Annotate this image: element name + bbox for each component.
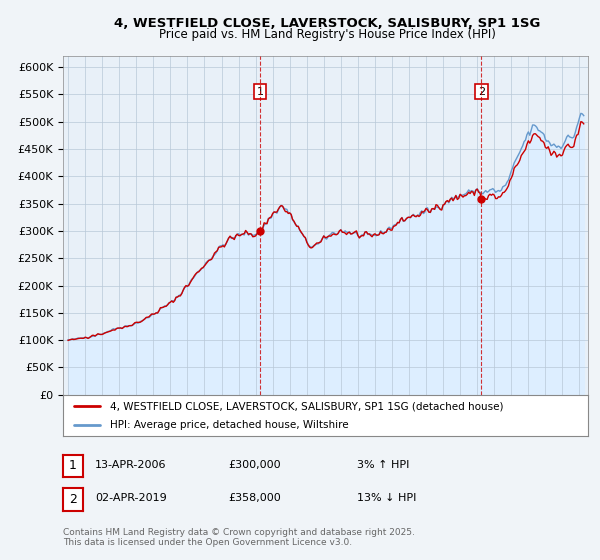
Text: HPI: Average price, detached house, Wiltshire: HPI: Average price, detached house, Wilt…: [110, 420, 349, 430]
Text: £358,000: £358,000: [228, 493, 281, 503]
Text: 3% ↑ HPI: 3% ↑ HPI: [357, 460, 409, 470]
Text: £300,000: £300,000: [228, 460, 281, 470]
Text: 13% ↓ HPI: 13% ↓ HPI: [357, 493, 416, 503]
Text: 4, WESTFIELD CLOSE, LAVERSTOCK, SALISBURY, SP1 1SG: 4, WESTFIELD CLOSE, LAVERSTOCK, SALISBUR…: [114, 17, 540, 30]
Text: 1: 1: [257, 86, 264, 96]
Text: 2: 2: [478, 86, 485, 96]
Text: 02-APR-2019: 02-APR-2019: [95, 493, 167, 503]
Text: Price paid vs. HM Land Registry's House Price Index (HPI): Price paid vs. HM Land Registry's House …: [158, 28, 496, 41]
Text: 13-APR-2006: 13-APR-2006: [95, 460, 166, 470]
Text: 4, WESTFIELD CLOSE, LAVERSTOCK, SALISBURY, SP1 1SG (detached house): 4, WESTFIELD CLOSE, LAVERSTOCK, SALISBUR…: [110, 402, 504, 411]
Text: Contains HM Land Registry data © Crown copyright and database right 2025.
This d: Contains HM Land Registry data © Crown c…: [63, 528, 415, 547]
Text: 1: 1: [69, 459, 77, 473]
Text: 2: 2: [69, 493, 77, 506]
